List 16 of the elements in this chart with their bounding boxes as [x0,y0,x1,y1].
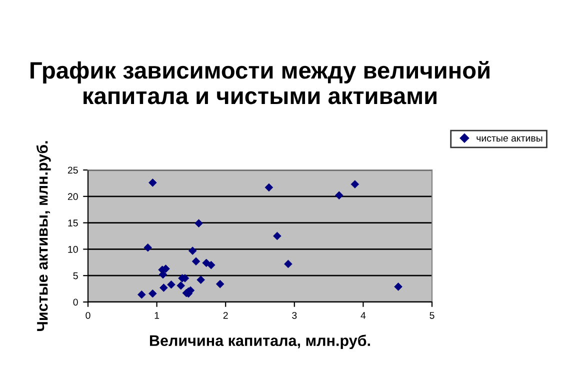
y-tick-label: 10 [68,246,78,253]
x-tick-label: 4 [360,312,366,319]
x-tick-label: 1 [154,312,160,319]
y-tick-label: 15 [68,220,78,226]
x-tick-label: 5 [430,312,434,319]
legend-label: чистые активы [476,136,542,142]
x-tick-label: 3 [292,312,297,319]
y-axis-title: Чистые активы, млн.руб. [36,141,51,331]
y-tick-label: 0 [73,298,78,306]
y-tick-label: 20 [68,193,78,200]
x-axis-title: Величина капитала, млн.руб. [150,334,370,350]
chart-title: График зависимости между величиной капитала и чистыми активами [30,60,490,104]
y-tick-label: 5 [73,272,78,280]
x-tick-label: 2 [223,312,228,319]
x-tick-label: 0 [86,312,90,319]
y-tick-label: 25 [68,166,78,174]
